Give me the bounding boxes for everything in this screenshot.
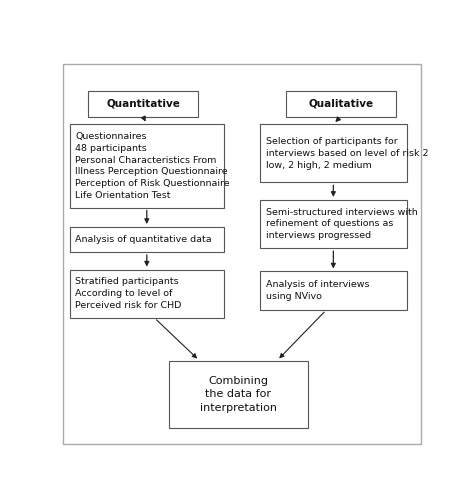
Text: Questionnaires
48 participants
Personal Characteristics From
Illness Perception : Questionnaires 48 participants Personal … <box>76 132 230 200</box>
Text: Qualitative: Qualitative <box>308 99 373 109</box>
FancyBboxPatch shape <box>260 124 406 183</box>
Text: Analysis of quantitative data: Analysis of quantitative data <box>76 235 212 244</box>
Text: Stratified participants
According to level of
Perceived risk for CHD: Stratified participants According to lev… <box>76 278 182 310</box>
FancyBboxPatch shape <box>260 272 406 310</box>
FancyBboxPatch shape <box>286 92 396 117</box>
FancyBboxPatch shape <box>70 270 224 318</box>
Text: Analysis of interviews
using NVivo: Analysis of interviews using NVivo <box>266 280 369 301</box>
Text: Semi-structured interviews with
refinement of questions as
interviews progressed: Semi-structured interviews with refineme… <box>266 208 417 240</box>
Text: Quantitative: Quantitative <box>106 99 180 109</box>
FancyBboxPatch shape <box>70 227 224 252</box>
FancyBboxPatch shape <box>70 124 224 208</box>
FancyBboxPatch shape <box>260 200 406 248</box>
Text: Selection of participants for
interviews based on level of risk 2
low, 2 high, 2: Selection of participants for interviews… <box>266 137 428 170</box>
FancyBboxPatch shape <box>88 92 198 117</box>
Text: Combining
the data for
interpretation: Combining the data for interpretation <box>200 376 277 412</box>
FancyBboxPatch shape <box>169 361 308 429</box>
